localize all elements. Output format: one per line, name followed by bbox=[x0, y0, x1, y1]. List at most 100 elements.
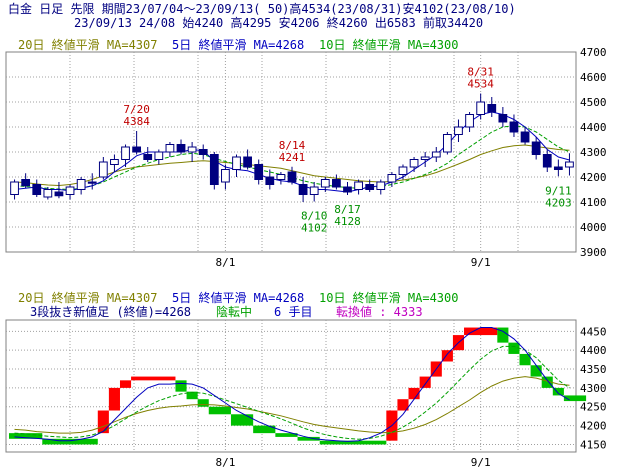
candle-body bbox=[531, 141, 541, 155]
candle-body bbox=[243, 156, 252, 168]
brick-down bbox=[319, 440, 387, 445]
candle-body bbox=[520, 131, 530, 143]
candlestick-panel: 3900 4000 4100 4200 4300 4400 4500 4600 4700 8/1 9… bbox=[5, 46, 607, 269]
bottom-y-tick-label: 4200 bbox=[580, 420, 607, 433]
top-y-tick-label: 4400 bbox=[580, 121, 607, 134]
bottom-legend-ma10: 10日 終値平滑 MA=4300 bbox=[319, 291, 459, 305]
brick-down bbox=[563, 395, 587, 402]
brick-up bbox=[408, 387, 420, 400]
candle-body bbox=[143, 154, 153, 160]
candle-body bbox=[209, 154, 219, 185]
high-annotation-value: 4241 bbox=[279, 151, 306, 164]
candle-body bbox=[276, 174, 286, 180]
low-annotation-date: 9/11 bbox=[545, 184, 572, 197]
high-annotation-date: 7/20 bbox=[123, 103, 150, 116]
candle-body bbox=[354, 181, 363, 190]
bottom-x-tick-label: 8/1 bbox=[215, 456, 235, 469]
candle-body bbox=[332, 179, 341, 188]
bottom-y-tick-label: 4150 bbox=[580, 438, 607, 451]
brick-down bbox=[42, 438, 98, 445]
candle-body bbox=[54, 191, 64, 197]
bottom-y-tick-label: 4400 bbox=[580, 344, 607, 357]
high-annotation-date: 8/14 bbox=[279, 139, 306, 152]
bottom-y-tick-label: 4300 bbox=[580, 382, 607, 395]
candle-body bbox=[542, 154, 552, 168]
candle-body bbox=[176, 144, 186, 153]
three-line-break-panel: 4150 4200 4250 4300 4350 4400 4450 8/1 9/1 bbox=[5, 319, 607, 469]
bottom-x-tick-label: 9/1 bbox=[471, 456, 491, 469]
candle-body bbox=[132, 146, 142, 153]
candle-body bbox=[232, 156, 241, 170]
candle-body bbox=[21, 179, 31, 187]
high-annotation-value: 4534 bbox=[467, 78, 494, 91]
top-legend-ma20: 20日 終値平滑 MA=4307 bbox=[18, 38, 158, 52]
low-annotation-value: 4203 bbox=[545, 196, 572, 209]
brick-down bbox=[519, 353, 531, 366]
candle-body bbox=[387, 174, 397, 183]
candle-body bbox=[254, 164, 264, 180]
top-x-tick-label: 8/1 bbox=[215, 256, 235, 269]
brick-down bbox=[208, 406, 231, 415]
candle-body bbox=[420, 156, 430, 160]
candle-body bbox=[10, 181, 19, 195]
brick-down bbox=[508, 342, 520, 354]
candle-body bbox=[121, 146, 130, 160]
brick-up bbox=[119, 380, 132, 388]
brick-up bbox=[397, 399, 409, 411]
low-annotation-date: 8/17 bbox=[334, 203, 361, 216]
low-annotation-value: 4102 bbox=[301, 222, 328, 235]
top-y-tick-label: 3900 bbox=[580, 246, 607, 259]
bottom-y-tick-label: 4250 bbox=[580, 401, 607, 414]
candle-body bbox=[76, 179, 86, 190]
brick-up bbox=[441, 350, 453, 362]
top-y-tick-label: 4300 bbox=[580, 146, 607, 159]
candle-body bbox=[287, 171, 297, 183]
candle-body bbox=[431, 151, 441, 158]
candle-body bbox=[465, 114, 474, 128]
brick-up bbox=[419, 376, 431, 388]
brick-down bbox=[230, 414, 254, 426]
brick-down bbox=[297, 436, 320, 441]
top-legend-ma5: 5日 終値平滑 MA=4268 bbox=[172, 38, 305, 52]
candle-body bbox=[398, 166, 408, 175]
candle-body bbox=[476, 101, 486, 115]
high-annotation-date: 8/31 bbox=[467, 66, 494, 79]
brick-down bbox=[552, 387, 564, 396]
header-line-1: 白金 日足 先限 期間23/07/04～23/09/13( 50)高4534(2… bbox=[8, 2, 516, 16]
top-legend-ma10: 10日 終値平滑 MA=4300 bbox=[319, 38, 459, 52]
candle-body bbox=[265, 176, 275, 185]
candle-body bbox=[43, 189, 53, 198]
candle-body bbox=[454, 126, 463, 135]
brick-up bbox=[131, 376, 176, 381]
brick-up bbox=[464, 327, 498, 336]
top-y-tick-label: 4600 bbox=[580, 71, 607, 84]
candle-body bbox=[98, 161, 108, 178]
bottom-y-tick-label: 4350 bbox=[580, 363, 607, 376]
candle-body bbox=[154, 151, 164, 160]
brick-down bbox=[530, 365, 542, 377]
candle-body bbox=[221, 169, 230, 183]
candle-body bbox=[409, 159, 419, 168]
candle-body bbox=[320, 179, 330, 188]
bottom-plot-area bbox=[5, 319, 577, 453]
bottom-ma10-line bbox=[14, 345, 570, 440]
candle-body bbox=[498, 114, 508, 123]
candle-body bbox=[565, 161, 574, 168]
top-x-tick-label: 9/1 bbox=[471, 256, 491, 269]
bottom-legend-ma20: 20日 終値平滑 MA=4307 bbox=[18, 291, 158, 305]
low-annotation-value: 4128 bbox=[334, 215, 361, 228]
candle-body bbox=[65, 186, 75, 195]
candle-body bbox=[365, 184, 375, 190]
candle-body bbox=[509, 121, 519, 133]
count-label: 6 手目 bbox=[274, 305, 313, 319]
top-y-tick-label: 4500 bbox=[580, 96, 607, 109]
top-y-tick-label: 4200 bbox=[580, 171, 607, 184]
brick-up bbox=[97, 410, 109, 434]
high-annotation-value: 4384 bbox=[123, 115, 150, 128]
reversal-label: 転換値 : 4333 bbox=[336, 305, 423, 319]
header-line-2: 23/09/13 24/08 始4240 高4295 安4206 終4260 出… bbox=[74, 16, 484, 30]
brick-down bbox=[497, 327, 509, 343]
brick-down bbox=[175, 380, 187, 392]
candle-body bbox=[376, 181, 386, 190]
